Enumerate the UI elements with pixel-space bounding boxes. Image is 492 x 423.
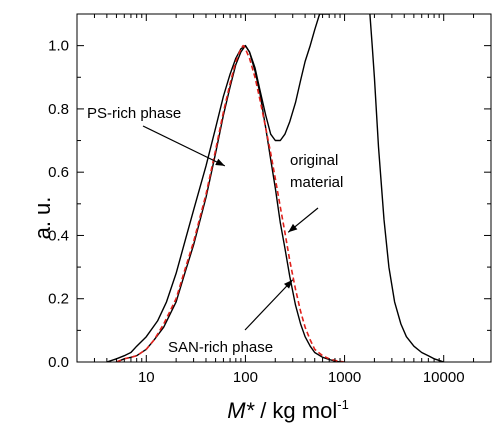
x-axis-title-symbol: M*	[227, 398, 255, 423]
annotation-label-0: PS-rich phase	[87, 105, 181, 122]
plot-frame	[76, 13, 492, 363]
y-tick-label: 0.8	[48, 101, 69, 118]
annotation-arrow-2	[244, 279, 294, 331]
annotation-arrowhead-0	[215, 158, 225, 166]
annotation-arrowhead-1	[288, 223, 298, 233]
y-tick-label: 1.0	[48, 38, 69, 55]
y-tick-label: 0.2	[48, 291, 69, 308]
x-tick-label: 10000	[423, 369, 465, 386]
plot-lines	[106, 14, 444, 362]
annotation-arrowhead-2	[283, 279, 293, 289]
annotations: PS-rich phase original material SAN-rich ph…	[87, 105, 343, 356]
annotation-label-1-line2: material	[290, 174, 343, 191]
series-line-2	[116, 44, 341, 362]
x-axis-title-exponent: -1	[337, 397, 349, 412]
y-tick-label: 0.0	[48, 354, 69, 371]
y-axis-ticks: 0.0 0.2 0.4 0.6 0.8 1.0	[48, 13, 491, 371]
y-tick-label: 0.4	[48, 227, 69, 244]
x-tick-label: 100	[233, 369, 258, 386]
series-line-1	[369, 14, 444, 362]
x-tick-label: 10	[138, 369, 155, 386]
x-axis-title-unit: / kg mol	[254, 398, 337, 423]
y-tick-label: 0.6	[48, 164, 69, 181]
annotation-arrow-0	[142, 125, 226, 167]
series-line-3	[116, 44, 345, 362]
annotation-label-2: SAN-rich phase	[168, 339, 273, 356]
x-axis-title: M* / kg mol-1	[227, 397, 349, 423]
y-axis-title: a. u.	[30, 197, 55, 240]
x-tick-label: 1000	[328, 369, 361, 386]
annotation-label-1: original	[290, 152, 338, 169]
x-axis-ticks: 10 100 1000 10000	[76, 14, 492, 386]
